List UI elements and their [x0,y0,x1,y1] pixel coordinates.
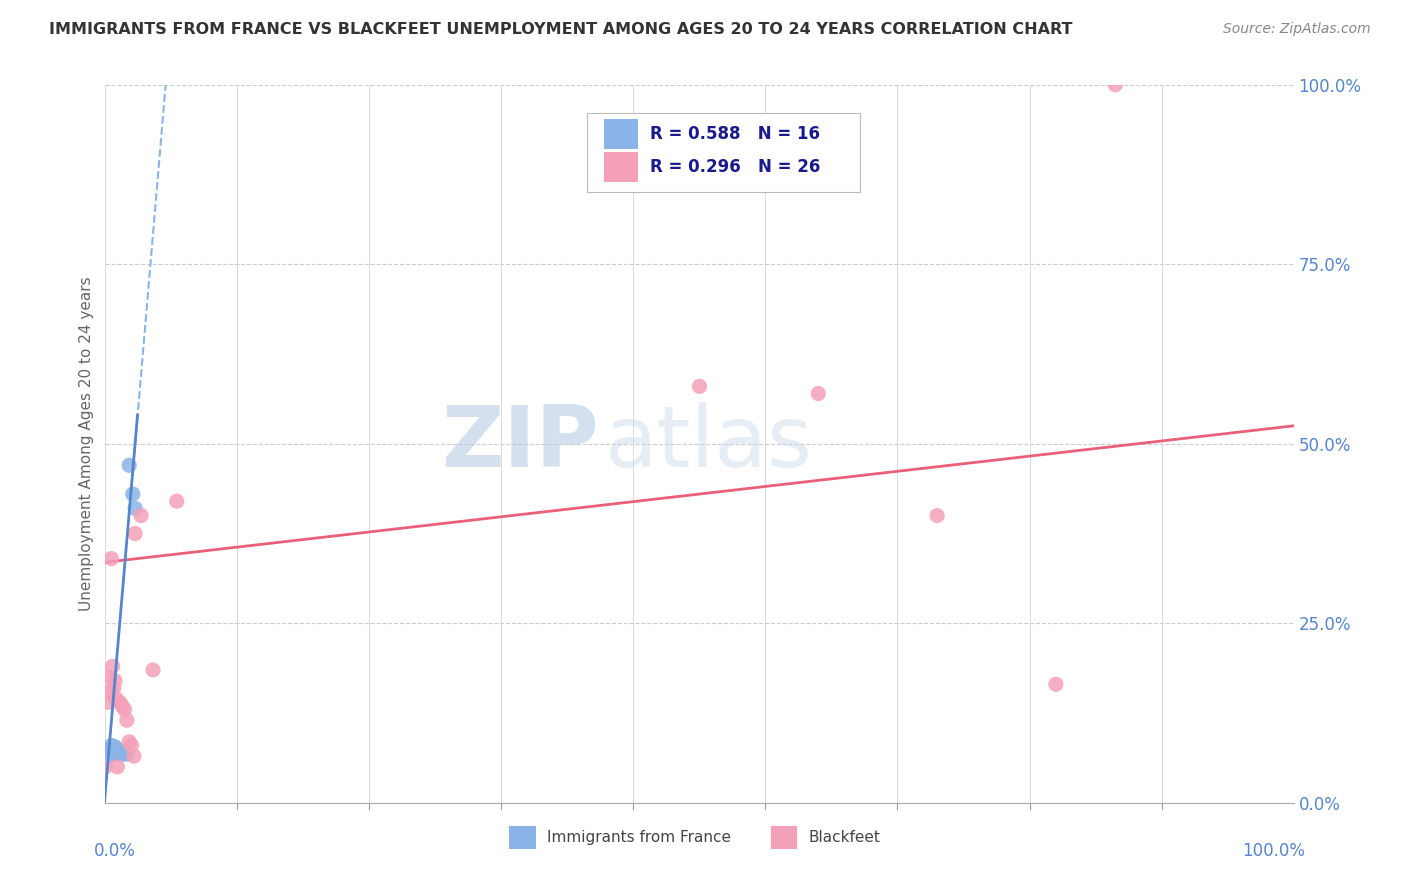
Text: atlas: atlas [605,402,813,485]
Point [807,386,830,401]
Text: R = 0.588   N = 16: R = 0.588 N = 16 [650,125,820,144]
Point [100,551,122,566]
Point [107,747,129,761]
Text: Source: ZipAtlas.com: Source: ZipAtlas.com [1223,22,1371,37]
Point [111,747,134,761]
Text: 0.0%: 0.0% [94,842,135,860]
Point [121,739,143,753]
Point [115,713,138,727]
Bar [509,827,536,849]
Point [105,742,128,756]
Point [104,673,127,688]
Y-axis label: Unemployment Among Ages 20 to 24 years: Unemployment Among Ages 20 to 24 years [79,277,94,611]
Point [101,744,124,758]
Point [118,458,141,473]
Bar [605,152,638,182]
Bar [605,120,638,149]
FancyBboxPatch shape [586,113,860,193]
Point [124,526,146,541]
Point [114,747,136,761]
Text: IMMIGRANTS FROM FRANCE VS BLACKFEET UNEMPLOYMENT AMONG AGES 20 TO 24 YEARS CORRE: IMMIGRANTS FROM FRANCE VS BLACKFEET UNEM… [49,22,1073,37]
Point [97,695,120,709]
Point [100,739,122,753]
Point [98,684,121,698]
Point [925,508,948,523]
Point [118,735,141,749]
Text: 100.0%: 100.0% [1243,842,1305,860]
Point [103,681,125,695]
Point [105,760,128,774]
Point [166,494,188,508]
Text: Immigrants from France: Immigrants from France [547,830,731,845]
Point [142,663,165,677]
Point [104,739,127,754]
Point [129,508,152,523]
Point [98,670,121,684]
Point [115,747,138,761]
Point [105,747,128,761]
Point [94,760,117,774]
Point [105,691,128,706]
Point [98,749,121,764]
Point [689,379,711,393]
Point [111,698,134,713]
Point [98,742,121,756]
Text: R = 0.296   N = 26: R = 0.296 N = 26 [650,158,820,176]
Point [114,702,136,716]
Point [108,747,131,761]
Point [121,487,143,501]
Point [1045,677,1067,691]
Bar [770,827,797,849]
Text: Blackfeet: Blackfeet [808,830,880,845]
Point [108,695,131,709]
Point [103,747,125,761]
Text: ZIP: ZIP [440,402,599,485]
Point [124,501,146,516]
Point [101,659,124,673]
Point [1104,78,1126,92]
Point [122,749,145,764]
